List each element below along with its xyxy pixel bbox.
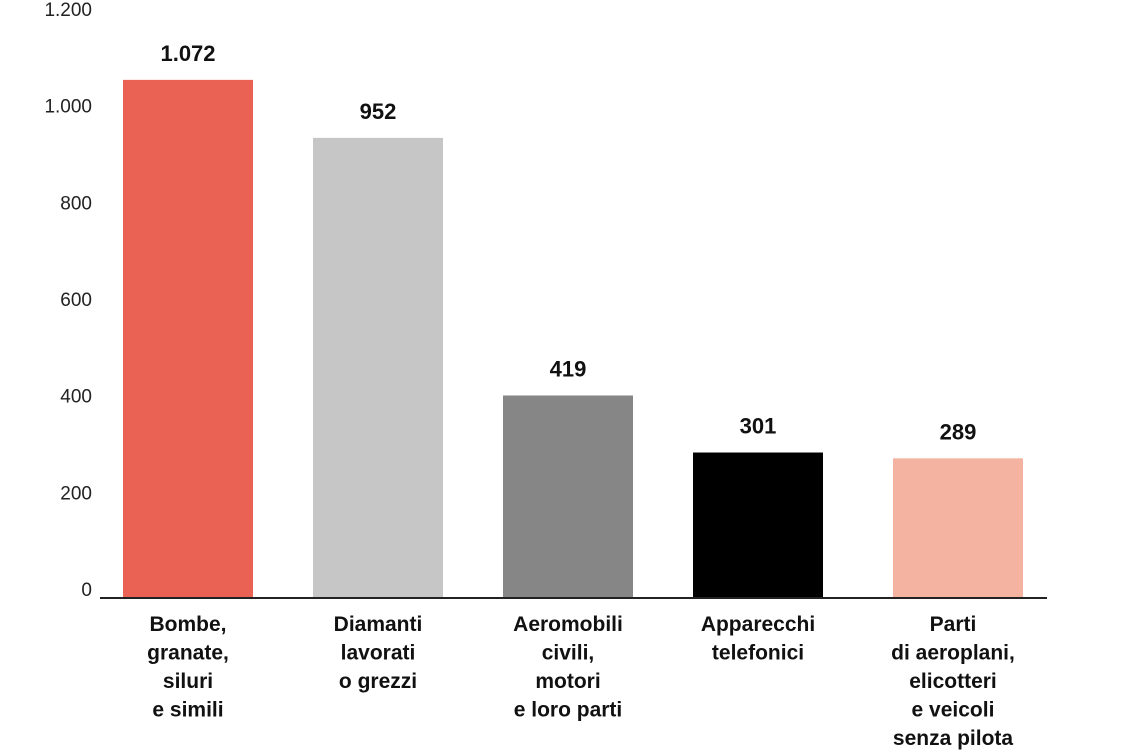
y-tick-label: 1.200 (44, 0, 92, 21)
category-label: Parti di aeroplani, elicotteri e veicoli sen… (891, 613, 1015, 750)
y-tick-label: 400 (60, 387, 92, 408)
category-label: Apparecchi telefonici (701, 613, 815, 665)
y-tick-label: 0 (81, 580, 92, 601)
bar (313, 137, 443, 598)
bar (123, 79, 253, 598)
y-tick-label: 1.000 (44, 97, 92, 118)
category-label: Diamanti lavorati o grezzi (334, 613, 423, 693)
bar-value-label: 301 (740, 414, 777, 439)
bars (123, 79, 1023, 598)
y-tick-label: 800 (60, 193, 92, 214)
bar-value-label: 952 (360, 99, 397, 124)
bar (503, 395, 633, 598)
y-tick-label: 200 (60, 483, 92, 504)
y-tick-label: 600 (60, 290, 92, 311)
bar (693, 452, 823, 598)
bar-value-label: 419 (550, 356, 587, 381)
bar (893, 458, 1023, 598)
bar-value-label: 289 (940, 419, 977, 444)
value-labels: 1.072 952 419 301 289 (160, 41, 976, 444)
category-label: Aeromobili civili, motori e loro parti (513, 613, 623, 722)
category-label: Bombe, granate, siluri e simili (147, 613, 229, 722)
bar-value-label: 1.072 (160, 41, 215, 66)
category-labels: Bombe, granate, siluri e simili Diamanti lavo… (147, 613, 1015, 750)
y-axis: 0 200 400 600 800 1.000 1.200 (44, 0, 92, 601)
